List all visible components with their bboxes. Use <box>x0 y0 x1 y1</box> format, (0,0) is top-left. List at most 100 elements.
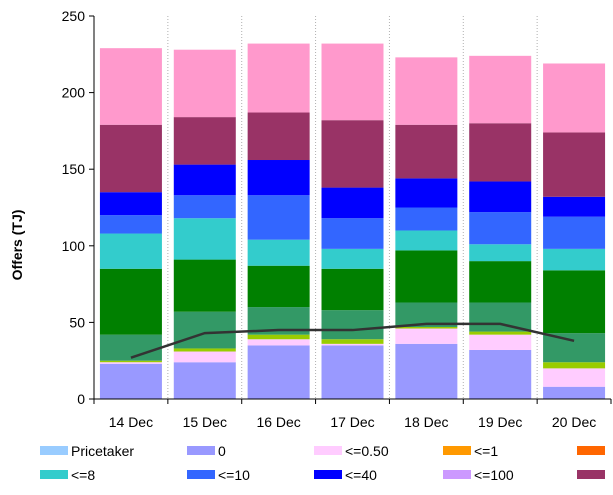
bar-segment <box>469 244 531 261</box>
bar-segment <box>395 57 457 124</box>
bar-segment <box>174 260 236 312</box>
bar-segment <box>469 302 531 331</box>
x-tick-label: 20 Dec <box>552 414 596 430</box>
bar-segment <box>469 335 531 350</box>
y-axis-title: Offers (TJ) <box>9 210 25 281</box>
bar-segment <box>322 339 384 344</box>
bar-segment <box>395 230 457 250</box>
x-tick-label: 17 Dec <box>330 414 374 430</box>
bar-segment <box>469 123 531 181</box>
bar-segment <box>100 364 162 399</box>
bar-segment <box>248 339 310 345</box>
bar-segment <box>100 215 162 233</box>
y-tick-label: 250 <box>62 8 86 24</box>
bar-segment <box>322 218 384 249</box>
legend-label: <=100 <box>474 467 514 483</box>
bar-segment <box>469 261 531 302</box>
bar-segment <box>100 192 162 215</box>
legend-swatch <box>443 446 471 455</box>
bar-segment <box>248 240 310 266</box>
y-tick-label: 100 <box>62 238 86 254</box>
bar-segment <box>469 350 531 399</box>
legend-swatch <box>443 470 471 479</box>
bar-segment <box>395 125 457 179</box>
y-tick-label: 200 <box>62 85 86 101</box>
bar-segment <box>174 312 236 349</box>
bar-segment <box>395 250 457 302</box>
x-tick-label: 15 Dec <box>183 414 227 430</box>
bar-segment <box>543 197 605 217</box>
bar-segment <box>248 195 310 239</box>
bar-segment <box>248 335 310 340</box>
bar-segment <box>174 165 236 196</box>
bar-segment <box>395 327 457 329</box>
bar-segment <box>543 333 605 362</box>
bar-segment <box>543 63 605 132</box>
bar-segment <box>543 362 605 368</box>
bar-segment <box>100 125 162 192</box>
bar-segment <box>100 269 162 335</box>
legend-swatch <box>577 470 605 479</box>
bar-segment <box>322 188 384 219</box>
y-tick-label: 50 <box>69 314 85 330</box>
bar-segment <box>100 234 162 269</box>
bar-segment <box>322 344 384 346</box>
bar-segment <box>543 132 605 196</box>
bar-segment <box>469 332 531 335</box>
bar-segment <box>248 113 310 160</box>
legend-swatch <box>314 446 342 455</box>
bar-segment <box>395 329 457 344</box>
bar-segment <box>543 217 605 249</box>
legend-label: <=8 <box>71 467 95 483</box>
bar-segment <box>248 345 310 399</box>
legend-label: <=0.50 <box>345 443 389 459</box>
legend-label: <=10 <box>218 467 250 483</box>
bar-segment <box>322 120 384 187</box>
bar-segment <box>395 208 457 231</box>
legend-swatch <box>40 470 68 479</box>
x-tick-label: 19 Dec <box>478 414 522 430</box>
legend-label: <=1 <box>474 443 498 459</box>
bar-segment <box>174 50 236 117</box>
x-tick-label: 14 Dec <box>109 414 153 430</box>
legend-label: 0 <box>218 443 226 459</box>
x-tick-label: 16 Dec <box>256 414 300 430</box>
legend: Pricetaker 0 <=0.50 <=1 <=8 <=10 <=40 <=100 <box>40 443 605 483</box>
bar-segment <box>248 160 310 195</box>
bar-segment <box>174 117 236 164</box>
bar-segment <box>322 44 384 121</box>
bar-segment <box>248 266 310 307</box>
bar-segment <box>174 195 236 218</box>
bar-segment <box>174 362 236 399</box>
legend-swatch <box>40 446 68 455</box>
bar-segment <box>322 345 384 399</box>
bar-segment <box>543 270 605 333</box>
legend-swatch <box>187 446 215 455</box>
legend-swatch <box>314 470 342 479</box>
bar-segment <box>322 269 384 310</box>
bar-segment <box>322 310 384 339</box>
bar-segment <box>395 344 457 399</box>
y-tick-label: 150 <box>62 161 86 177</box>
legend-swatch <box>187 470 215 479</box>
bar-segment <box>469 212 531 244</box>
bar-segment <box>543 249 605 270</box>
bar-segment <box>395 178 457 207</box>
bar-segment <box>174 218 236 259</box>
bar-segment <box>174 348 236 351</box>
y-tick-label: 0 <box>77 391 85 407</box>
bar-segment <box>543 387 605 399</box>
plot-area: 0 50 100 150 200 250 14 Dec 15 Dec 16 Dec 17 Dec 1… <box>62 8 611 430</box>
bar-segment <box>248 44 310 113</box>
bar-segment <box>100 48 162 125</box>
bar-segment <box>322 249 384 269</box>
bar-segment <box>100 362 162 364</box>
bar-segment <box>174 352 236 363</box>
bar-segment <box>543 368 605 386</box>
bar-segment <box>469 181 531 212</box>
bar-segment <box>469 56 531 123</box>
legend-swatch <box>577 446 605 455</box>
legend-label: <=40 <box>345 467 377 483</box>
